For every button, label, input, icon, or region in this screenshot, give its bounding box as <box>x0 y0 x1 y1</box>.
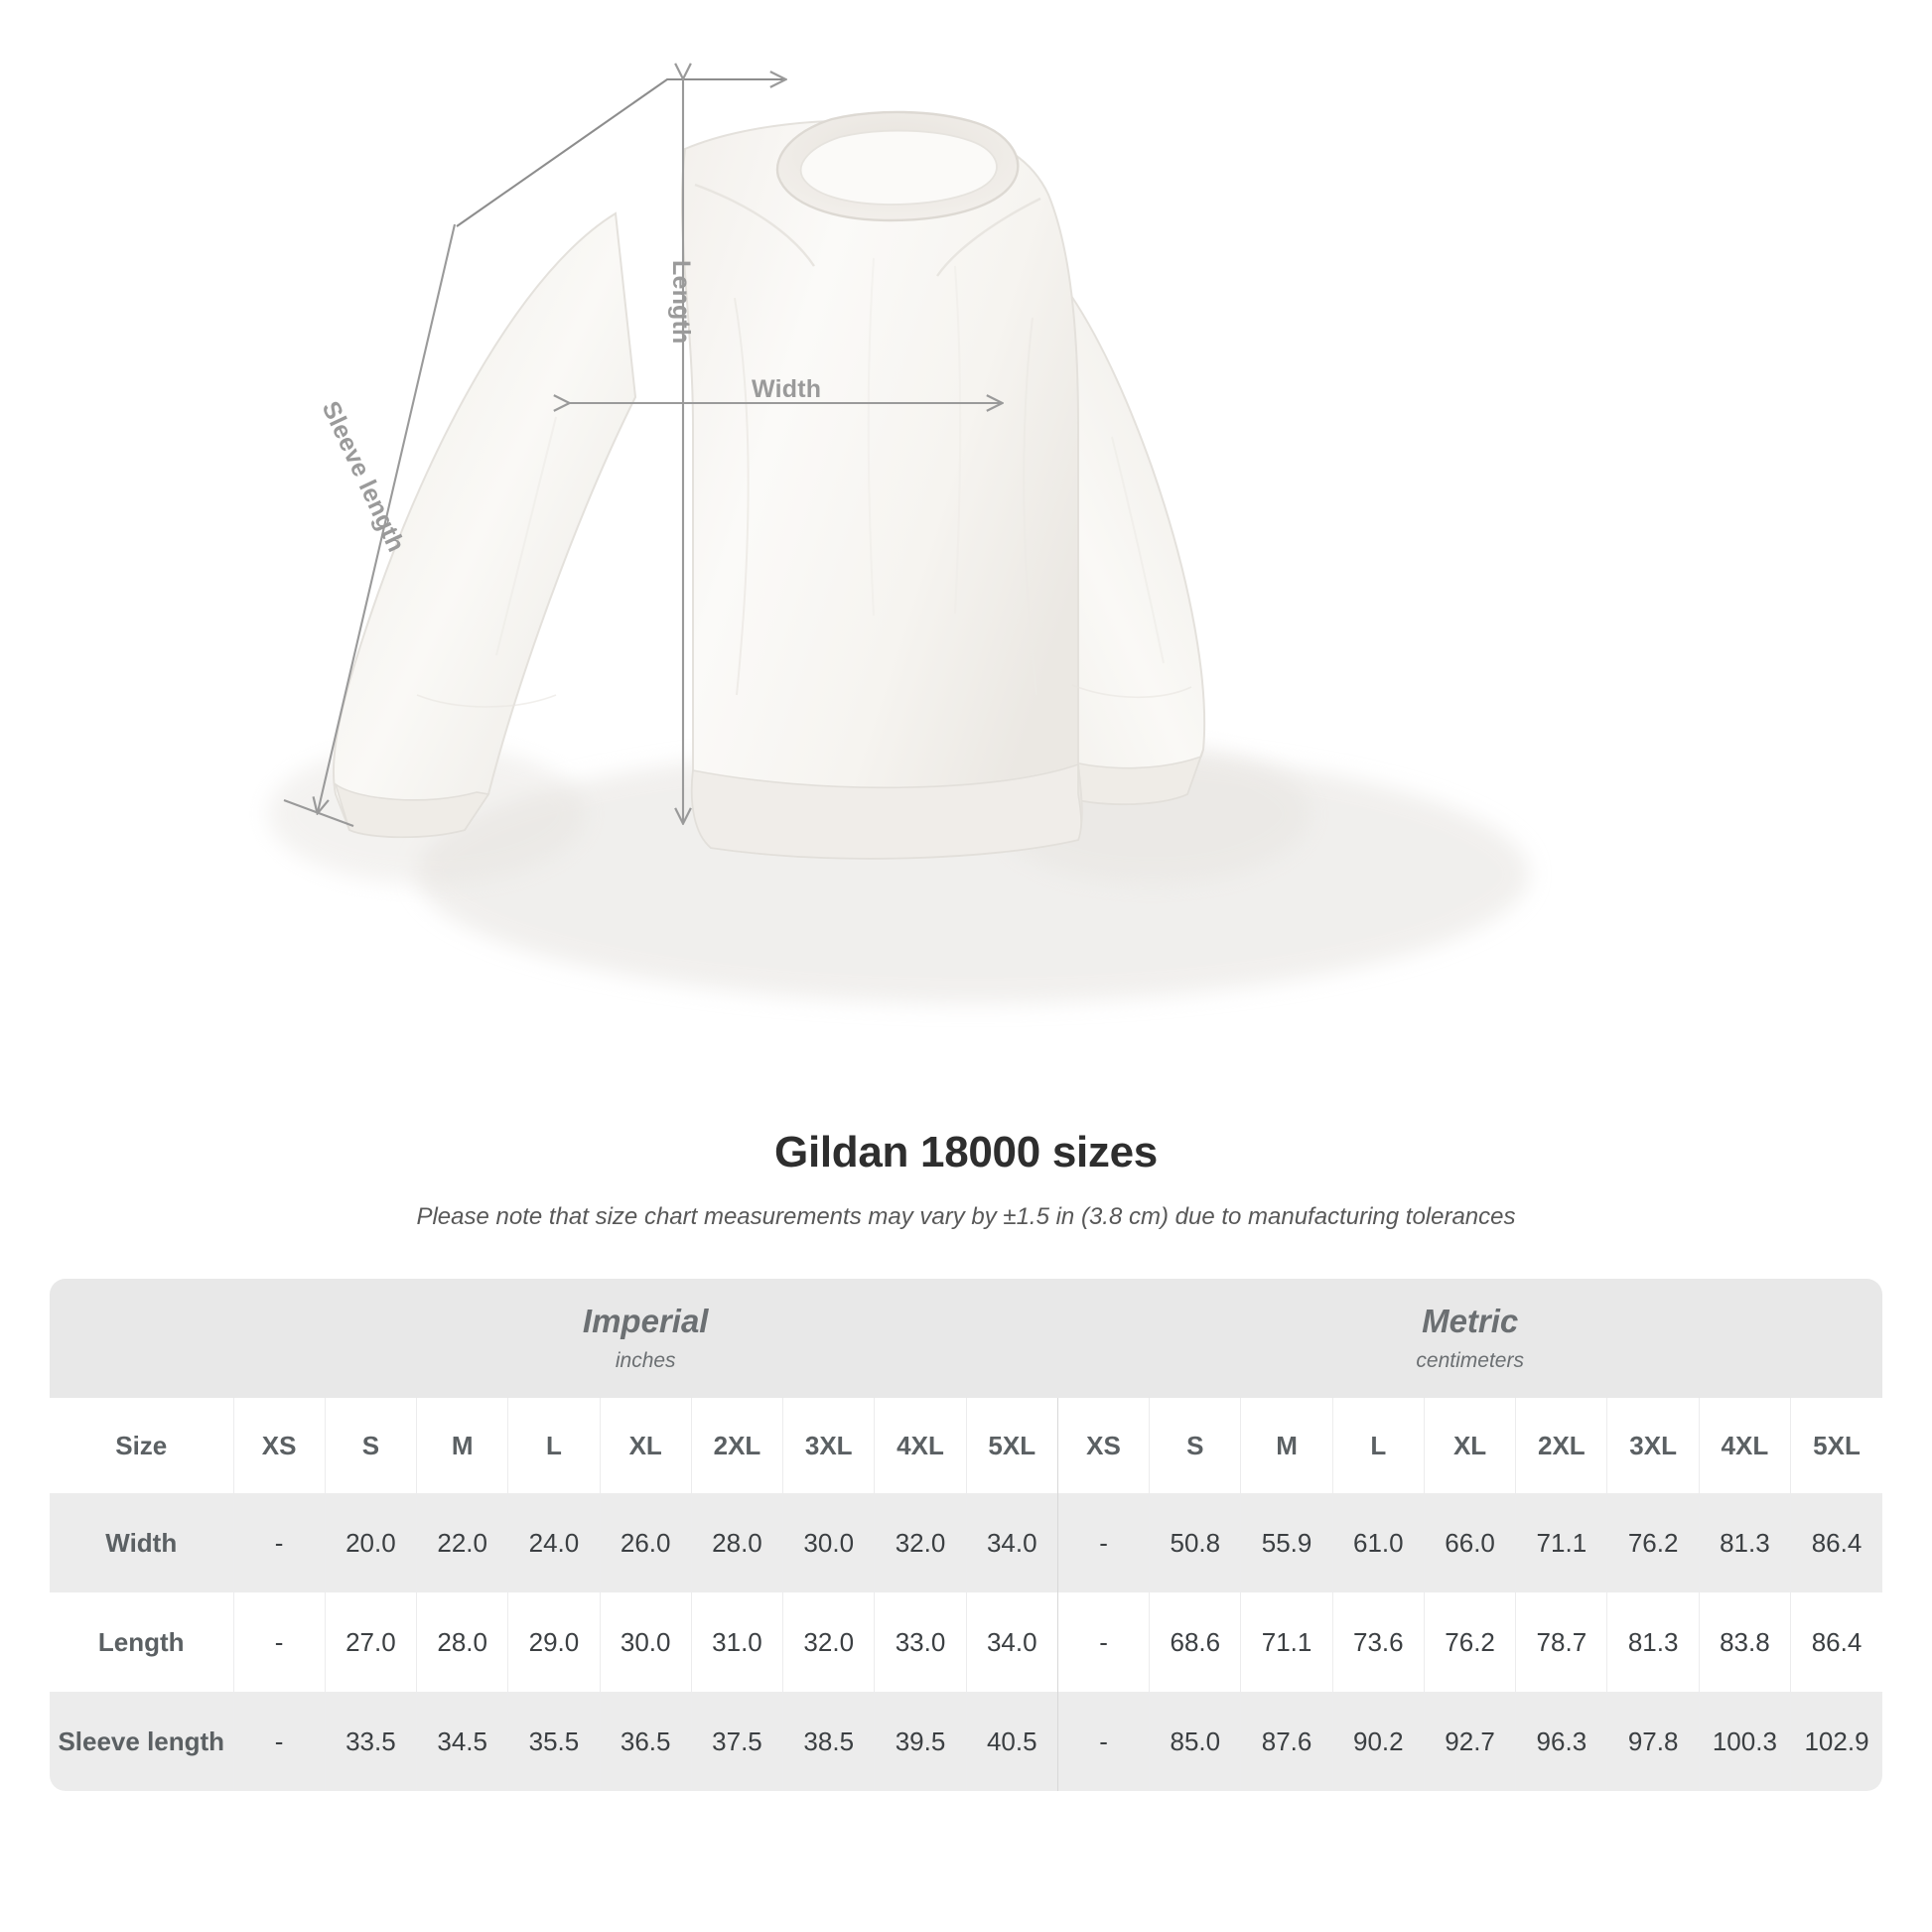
size-header-metric-xl: XL <box>1423 1398 1516 1493</box>
size-header-imperial-m: M <box>416 1398 508 1493</box>
size-header-metric-2xl: 2XL <box>1515 1398 1607 1493</box>
cell-width-imperial-2xl: 28.0 <box>690 1493 783 1592</box>
cell-width-metric-m: 55.9 <box>1240 1493 1333 1592</box>
cell-sleeve-length-metric-4xl: 100.3 <box>1698 1692 1791 1791</box>
size-header-row: Size XS S M L XL 2XL 3XL 4XL 5XL XS S M L XL 2XL 3XL 4XL 5… <box>50 1398 1882 1493</box>
unit-group-imperial: Imperial inches <box>233 1279 1058 1398</box>
cell-length-imperial-5xl: 34.0 <box>965 1592 1058 1692</box>
size-header-imperial-5xl: 5XL <box>965 1398 1058 1493</box>
cell-width-imperial-s: 20.0 <box>324 1493 417 1592</box>
cell-sleeve-length-metric-3xl: 97.8 <box>1606 1692 1700 1791</box>
size-header-imperial-xl: XL <box>599 1398 692 1493</box>
cell-sleeve-length-imperial-m: 34.5 <box>416 1692 508 1791</box>
size-chart-table-wrapper: Imperial inches Metric centimeters Size XS S M L… <box>50 1279 1882 1791</box>
cell-length-imperial-xs: - <box>232 1592 326 1692</box>
cell-length-metric-5xl: 86.4 <box>1790 1592 1882 1692</box>
size-header-imperial-2xl: 2XL <box>690 1398 783 1493</box>
cell-sleeve-length-imperial-l: 35.5 <box>507 1692 601 1791</box>
cell-length-imperial-l: 29.0 <box>507 1592 601 1692</box>
cell-width-metric-s: 50.8 <box>1149 1493 1241 1592</box>
size-header-metric-3xl: 3XL <box>1606 1398 1700 1493</box>
cell-length-imperial-4xl: 33.0 <box>874 1592 967 1692</box>
unit-group-metric: Metric centimeters <box>1057 1279 1882 1398</box>
cell-length-imperial-m: 28.0 <box>416 1592 508 1692</box>
cell-width-imperial-xl: 26.0 <box>599 1493 692 1592</box>
size-header-metric-4xl: 4XL <box>1698 1398 1791 1493</box>
cell-sleeve-length-metric-l: 90.2 <box>1331 1692 1425 1791</box>
size-chart-table: Imperial inches Metric centimeters Size XS S M L… <box>50 1279 1882 1791</box>
size-header-metric-l: L <box>1331 1398 1425 1493</box>
cell-sleeve-length-metric-2xl: 96.3 <box>1515 1692 1607 1791</box>
cell-sleeve-length-metric-5xl: 102.9 <box>1790 1692 1882 1791</box>
size-header-imperial-l: L <box>507 1398 601 1493</box>
size-header-metric-s: S <box>1149 1398 1241 1493</box>
cell-length-imperial-3xl: 32.0 <box>782 1592 875 1692</box>
cell-sleeve-length-imperial-xl: 36.5 <box>599 1692 692 1791</box>
cell-width-metric-2xl: 71.1 <box>1515 1493 1607 1592</box>
width-annotation-label: Width <box>752 375 822 403</box>
cell-width-metric-5xl: 86.4 <box>1790 1493 1882 1592</box>
size-header-imperial-s: S <box>324 1398 417 1493</box>
cell-length-metric-xs: - <box>1056 1592 1150 1692</box>
product-image-panel: Length Width Sleeve length <box>268 63 1529 1003</box>
cell-sleeve-length-metric-xl: 92.7 <box>1423 1692 1516 1791</box>
cell-length-metric-3xl: 81.3 <box>1606 1592 1700 1692</box>
unit-group-subtitle: inches <box>615 1348 676 1372</box>
cell-width-imperial-m: 22.0 <box>416 1493 508 1592</box>
cell-length-metric-m: 71.1 <box>1240 1592 1333 1692</box>
size-header-metric-m: M <box>1240 1398 1333 1493</box>
cell-width-imperial-l: 24.0 <box>507 1493 601 1592</box>
row-label-sleeve-length: Sleeve length <box>50 1692 233 1791</box>
cell-sleeve-length-metric-m: 87.6 <box>1240 1692 1333 1791</box>
size-header-metric-xs: XS <box>1056 1398 1150 1493</box>
tolerance-note: Please note that size chart measurements… <box>416 1203 1516 1230</box>
length-annotation-label: Length <box>667 260 695 345</box>
cell-width-imperial-4xl: 32.0 <box>874 1493 967 1592</box>
cell-width-metric-xs: - <box>1056 1493 1150 1592</box>
unit-group-name: Metric <box>1422 1303 1519 1340</box>
cell-sleeve-length-imperial-5xl: 40.5 <box>965 1692 1058 1791</box>
sweatshirt-illustration <box>268 110 1529 1003</box>
cell-width-imperial-5xl: 34.0 <box>965 1493 1058 1592</box>
table-row: Length -27.0 28.0 29.0 30.0 31.0 32.0 33.0 34.0-… <box>50 1592 1882 1692</box>
row-label-width: Width <box>50 1493 233 1592</box>
cell-sleeve-length-imperial-3xl: 38.5 <box>782 1692 875 1791</box>
size-header-imperial-xs: XS <box>232 1398 326 1493</box>
cell-length-imperial-xl: 30.0 <box>599 1592 692 1692</box>
cell-length-metric-s: 68.6 <box>1149 1592 1241 1692</box>
table-row: Sleeve length -33.5 34.5 35.5 36.5 37.5 38.5 39… <box>50 1692 1882 1791</box>
cell-width-metric-3xl: 76.2 <box>1606 1493 1700 1592</box>
chart-heading-block: Gildan 18000 sizes Please note that size… <box>0 1128 1932 1231</box>
size-header-metric-5xl: 5XL <box>1790 1398 1882 1493</box>
unit-group-name: Imperial <box>582 1303 709 1340</box>
cell-width-imperial-xs: - <box>232 1493 326 1592</box>
cell-length-metric-4xl: 83.8 <box>1698 1592 1791 1692</box>
column-header-size: Size <box>50 1398 233 1493</box>
table-row: Width -20.0 22.0 24.0 26.0 28.0 30.0 32.0 34.0-5… <box>50 1493 1882 1592</box>
row-label-length: Length <box>50 1592 233 1692</box>
cell-sleeve-length-metric-xs: - <box>1056 1692 1150 1791</box>
cell-sleeve-length-imperial-2xl: 37.5 <box>690 1692 783 1791</box>
cell-sleeve-length-metric-s: 85.0 <box>1149 1692 1241 1791</box>
size-header-imperial-4xl: 4XL <box>874 1398 967 1493</box>
cell-width-metric-l: 61.0 <box>1331 1493 1425 1592</box>
cell-length-metric-xl: 76.2 <box>1423 1592 1516 1692</box>
size-header-imperial-3xl: 3XL <box>782 1398 875 1493</box>
cell-width-metric-xl: 66.0 <box>1423 1493 1516 1592</box>
cell-sleeve-length-imperial-4xl: 39.5 <box>874 1692 967 1791</box>
cell-sleeve-length-imperial-xs: - <box>232 1692 326 1791</box>
unit-banner-spacer <box>50 1279 233 1398</box>
cell-length-metric-2xl: 78.7 <box>1515 1592 1607 1692</box>
cell-length-imperial-s: 27.0 <box>324 1592 417 1692</box>
cell-length-imperial-2xl: 31.0 <box>690 1592 783 1692</box>
unit-banner-row: Imperial inches Metric centimeters <box>50 1279 1882 1398</box>
cell-sleeve-length-imperial-s: 33.5 <box>324 1692 417 1791</box>
unit-group-subtitle: centimeters <box>1416 1348 1524 1372</box>
cell-width-metric-4xl: 81.3 <box>1698 1493 1791 1592</box>
cell-length-metric-l: 73.6 <box>1331 1592 1425 1692</box>
page-title: Gildan 18000 sizes <box>774 1128 1158 1176</box>
cell-width-imperial-3xl: 30.0 <box>782 1493 875 1592</box>
